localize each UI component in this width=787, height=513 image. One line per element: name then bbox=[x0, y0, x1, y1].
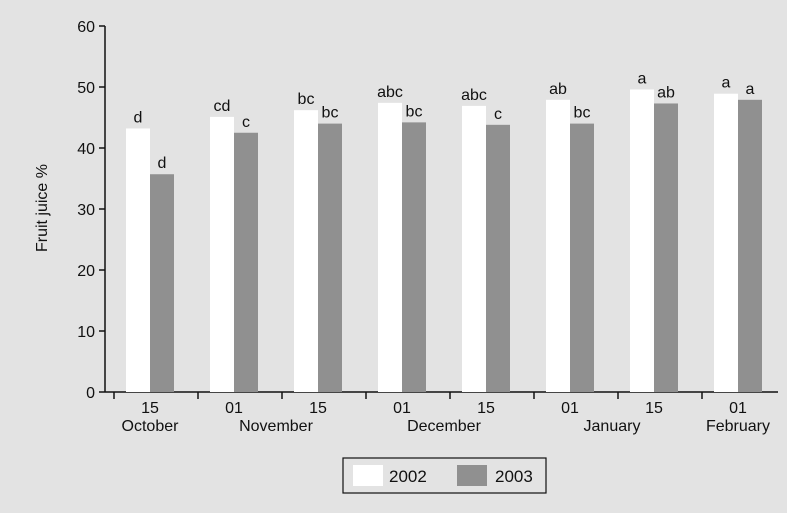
bar-2002-2 bbox=[294, 110, 318, 393]
bar-2003-7 bbox=[738, 99, 762, 392]
bar-label-2002-5: ab bbox=[549, 81, 567, 98]
bar-label-2003-2: bc bbox=[322, 105, 339, 122]
x-tick-label: 01 bbox=[225, 400, 243, 417]
bar-label-2002-2: bc bbox=[298, 91, 315, 108]
y-tick-label: 50 bbox=[77, 80, 95, 97]
y-tick-label: 20 bbox=[77, 263, 95, 280]
bar-2002-6 bbox=[630, 89, 654, 392]
y-tick-label: 60 bbox=[77, 19, 95, 36]
bar-2003-5 bbox=[570, 123, 594, 392]
month-label-february: February bbox=[706, 418, 770, 435]
legend-swatch-2003 bbox=[457, 465, 487, 486]
bar-2002-1 bbox=[210, 116, 234, 392]
x-tick-label: 15 bbox=[645, 400, 663, 417]
bar-label-2003-5: bc bbox=[574, 105, 591, 122]
bar-2003-2 bbox=[318, 123, 342, 392]
month-label-january: January bbox=[584, 418, 641, 435]
bar-label-2002-7: a bbox=[722, 75, 731, 92]
legend-label-2003: 2003 bbox=[495, 467, 533, 486]
y-tick-label: 10 bbox=[77, 324, 95, 341]
x-tick-label: 15 bbox=[309, 400, 327, 417]
month-label-december: December bbox=[407, 418, 481, 435]
y-tick-label: 40 bbox=[77, 141, 95, 158]
bar-2002-5 bbox=[546, 99, 570, 392]
legend-swatch-2002 bbox=[353, 465, 383, 486]
y-tick-label: 30 bbox=[77, 202, 95, 219]
bar-label-2002-4: abc bbox=[461, 87, 487, 104]
bar-label-2002-1: cd bbox=[214, 98, 231, 115]
bar-2002-0 bbox=[126, 128, 150, 393]
bar-label-2003-6: ab bbox=[657, 84, 675, 101]
x-tick-label: 01 bbox=[561, 400, 579, 417]
bar-2002-7 bbox=[714, 93, 738, 393]
bar-label-2002-0: d bbox=[134, 109, 143, 126]
x-tick-label: 01 bbox=[729, 400, 747, 417]
month-label-october: October bbox=[122, 418, 180, 435]
bar-2003-3 bbox=[402, 122, 426, 392]
bar-label-2003-7: a bbox=[746, 81, 755, 98]
legend-label-2002: 2002 bbox=[389, 467, 427, 486]
y-tick-label: 0 bbox=[86, 385, 95, 402]
bar-2002-3 bbox=[378, 102, 402, 393]
bar-label-2003-4: c bbox=[494, 106, 502, 123]
bar-label-2003-0: d bbox=[158, 155, 167, 172]
bar-label-2002-6: a bbox=[638, 70, 647, 87]
y-axis-label: Fruit juice % bbox=[34, 164, 51, 252]
bar-2003-0 bbox=[150, 174, 174, 392]
bar-2003-6 bbox=[654, 103, 678, 392]
month-label-november: November bbox=[239, 418, 313, 435]
bar-label-2003-3: bc bbox=[406, 103, 423, 120]
bar-label-2002-3: abc bbox=[377, 84, 403, 101]
bar-2002-4 bbox=[462, 105, 486, 392]
x-tick-label: 15 bbox=[141, 400, 159, 417]
bar-2003-4 bbox=[486, 124, 510, 392]
bar-label-2003-1: c bbox=[242, 114, 250, 131]
bar-2003-1 bbox=[234, 132, 258, 392]
x-tick-label: 01 bbox=[393, 400, 411, 417]
x-tick-label: 15 bbox=[477, 400, 495, 417]
